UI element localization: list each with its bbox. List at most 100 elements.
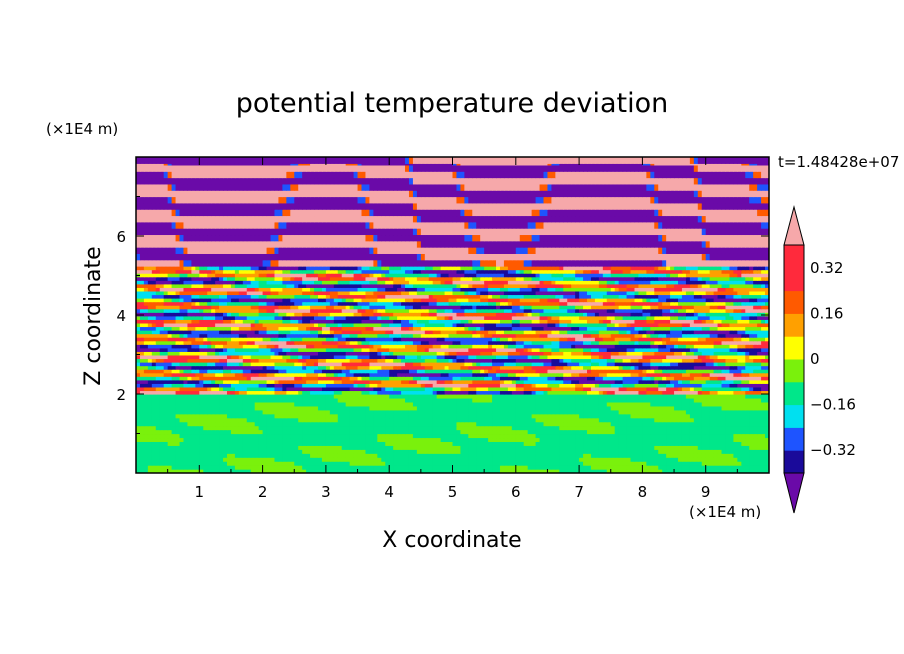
heatmap-cell (278, 421, 283, 427)
heatmap-cell (365, 425, 371, 431)
heatmap-cell (440, 358, 446, 363)
heatmap-cell (638, 354, 643, 360)
heatmap-cell (195, 358, 200, 363)
heatmap-cell (618, 397, 624, 403)
heatmap-cell (606, 401, 612, 407)
heatmap-cell (559, 372, 564, 377)
heatmap-cell (507, 469, 513, 473)
heatmap-cell (397, 429, 402, 435)
heatmap-cell (638, 369, 643, 374)
heatmap-cell (737, 461, 742, 466)
heatmap-cell (626, 417, 632, 423)
heatmap-cell (527, 425, 533, 431)
heatmap-cell (187, 465, 192, 470)
heatmap-cell (408, 394, 414, 399)
heatmap-cell (329, 449, 335, 454)
heatmap-cell (761, 425, 766, 431)
heatmap-cell (159, 365, 165, 370)
heatmap-cell (717, 441, 723, 446)
heatmap-cell (733, 421, 738, 427)
heatmap-cell (527, 376, 533, 381)
heatmap-cell (666, 425, 671, 431)
heatmap-cell (286, 383, 291, 388)
heatmap-cell (389, 365, 394, 370)
heatmap-cell (199, 397, 204, 403)
heatmap-cell (539, 405, 545, 411)
heatmap-cell (496, 433, 501, 439)
heatmap-cell (195, 413, 200, 419)
heatmap-cell (484, 449, 489, 454)
heatmap-cell (448, 433, 454, 439)
heatmap-cell (416, 449, 422, 454)
heatmap-cell (179, 383, 185, 388)
heatmap-cell (159, 413, 165, 419)
heatmap-cell (598, 379, 604, 384)
heatmap-cell (234, 429, 240, 435)
heatmap-cell (551, 365, 556, 370)
heatmap-cell (187, 397, 192, 403)
heatmap-cell (381, 390, 386, 395)
heatmap-cell (159, 453, 165, 458)
heatmap-cell (211, 386, 216, 392)
heatmap-cell (626, 409, 632, 415)
heatmap-cell (666, 441, 671, 446)
heatmap-cell (258, 469, 264, 473)
heatmap-cell (507, 449, 513, 454)
heatmap-cell (717, 376, 723, 381)
heatmap-cell (424, 379, 430, 384)
heatmap-cell (551, 354, 556, 360)
heatmap-cell (765, 437, 769, 442)
heatmap-cell (701, 469, 707, 473)
heatmap-cell (345, 433, 351, 439)
heatmap-cell (559, 365, 564, 370)
heatmap-cell (618, 409, 624, 415)
heatmap-cell (143, 445, 149, 450)
heatmap-cell (175, 465, 181, 470)
heatmap-cell (705, 365, 711, 370)
heatmap-cell (701, 365, 707, 370)
heatmap-cell (507, 401, 513, 407)
heatmap-cell (610, 409, 616, 415)
heatmap-cell (440, 417, 446, 423)
heatmap-cell (531, 365, 537, 370)
heatmap-cell (175, 441, 181, 446)
heatmap-cell (369, 409, 374, 415)
heatmap-cell (563, 461, 568, 466)
heatmap-cell (432, 376, 438, 381)
heatmap-cell (405, 394, 410, 399)
heatmap-cell (183, 421, 189, 427)
heatmap-cell (290, 390, 295, 395)
heatmap-cell (147, 354, 153, 360)
heatmap-cell (555, 429, 560, 435)
heatmap-cell (436, 409, 442, 415)
heatmap-cell (179, 457, 185, 462)
heatmap-cell (155, 413, 161, 419)
heatmap-cell (654, 379, 659, 384)
heatmap-cell (610, 383, 616, 388)
heatmap-cell (622, 405, 628, 411)
heatmap-cell (602, 383, 608, 388)
heatmap-cell (171, 397, 177, 403)
heatmap-cell (314, 362, 319, 367)
heatmap-cell (733, 449, 738, 454)
heatmap-cell (519, 386, 525, 392)
heatmap-cell (583, 365, 588, 370)
heatmap-cell (753, 465, 758, 470)
heatmap-cell (219, 457, 224, 462)
heatmap-cell (361, 405, 367, 411)
heatmap-cell (223, 379, 228, 384)
heatmap-cell (242, 421, 248, 427)
heatmap-cell (286, 354, 291, 360)
heatmap-cell (618, 362, 624, 367)
heatmap-cell (230, 441, 236, 446)
heatmap-cell (191, 351, 196, 356)
heatmap-cell (587, 362, 592, 367)
heatmap-cell (405, 390, 410, 395)
heatmap-cell (333, 469, 339, 473)
heatmap-cell (685, 386, 691, 392)
heatmap-cell (579, 469, 584, 473)
heatmap-cell (357, 358, 363, 363)
heatmap-cell (539, 394, 545, 399)
heatmap-cell (650, 421, 655, 427)
heatmap-cell (622, 365, 628, 370)
